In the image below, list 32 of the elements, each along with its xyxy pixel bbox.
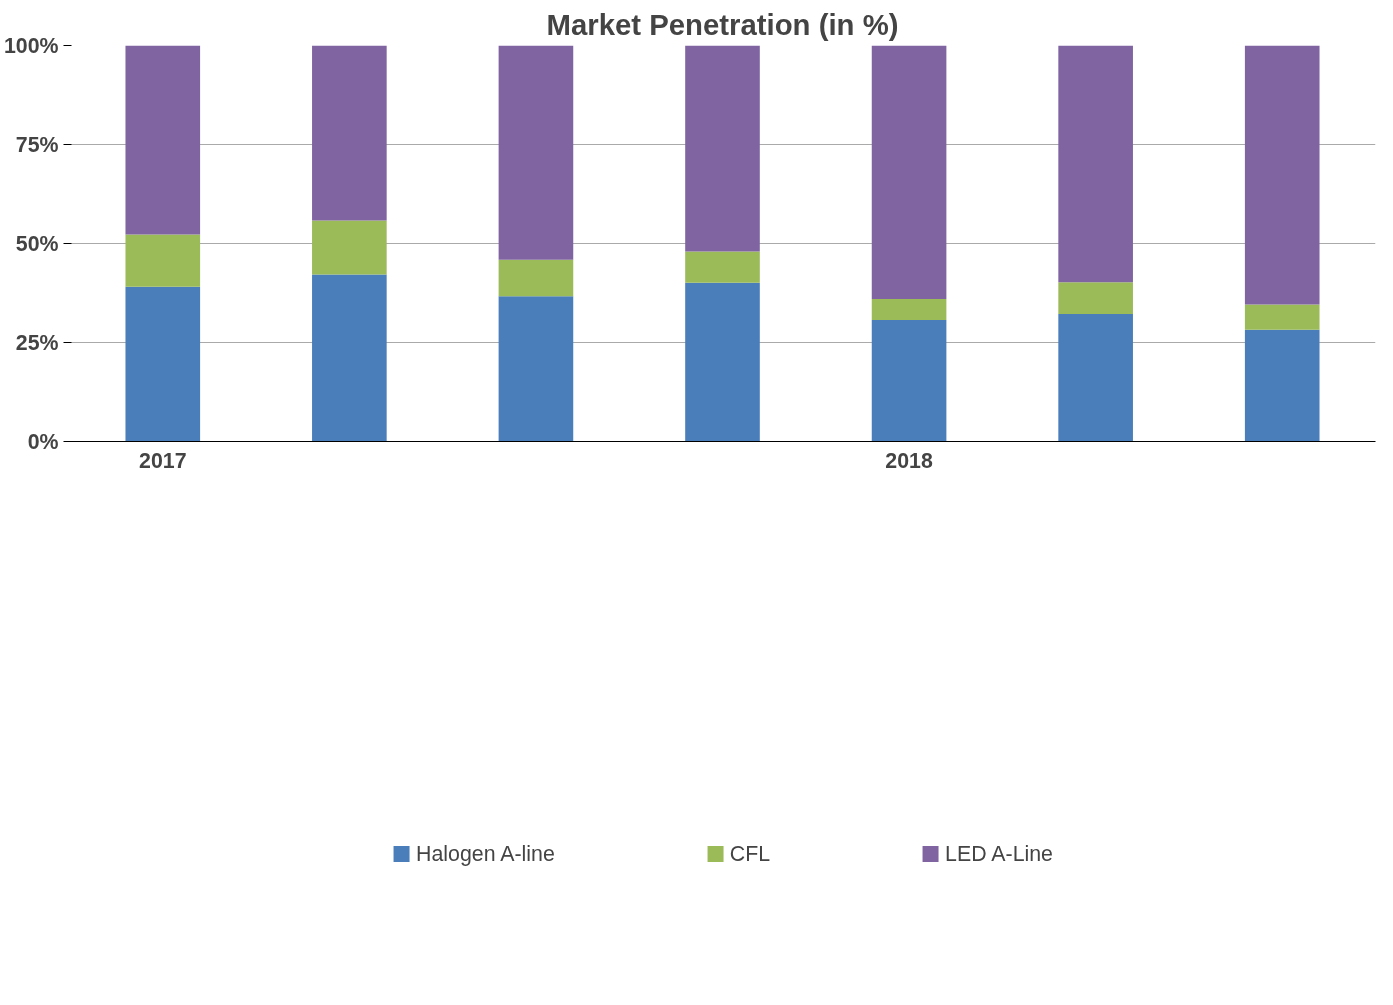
x-tick-label: 2018	[885, 448, 933, 473]
x-tick-label: 2017	[139, 448, 187, 473]
y-tick-label: 50%	[15, 231, 59, 256]
bar	[1244, 304, 1320, 330]
bar	[871, 319, 947, 442]
legend-label: CFL	[729, 841, 771, 867]
bar	[1058, 313, 1133, 442]
bar	[125, 234, 201, 287]
bar	[1058, 282, 1133, 314]
bar	[871, 298, 947, 320]
chart-title: Market Penetration (in %)	[546, 7, 899, 41]
bar	[312, 274, 387, 442]
bar	[312, 220, 387, 275]
bar	[125, 45, 201, 235]
bar	[685, 282, 760, 442]
bar	[498, 45, 574, 260]
bar	[1244, 45, 1320, 305]
y-tick-label: 25%	[15, 330, 59, 355]
bar	[871, 45, 947, 299]
bar	[498, 296, 574, 442]
legend-label: Halogen A-line	[416, 841, 555, 867]
bar	[1244, 329, 1320, 442]
bar	[498, 259, 574, 297]
y-tick-label: 0%	[27, 429, 59, 454]
bar	[125, 286, 201, 442]
y-tick-label: 75%	[15, 132, 59, 157]
bar	[685, 45, 760, 252]
y-tick-label: 100%	[3, 33, 59, 58]
bar	[1058, 45, 1133, 283]
legend-label: LED A-Line	[945, 841, 1053, 867]
bar	[312, 45, 387, 221]
bar	[685, 251, 760, 283]
